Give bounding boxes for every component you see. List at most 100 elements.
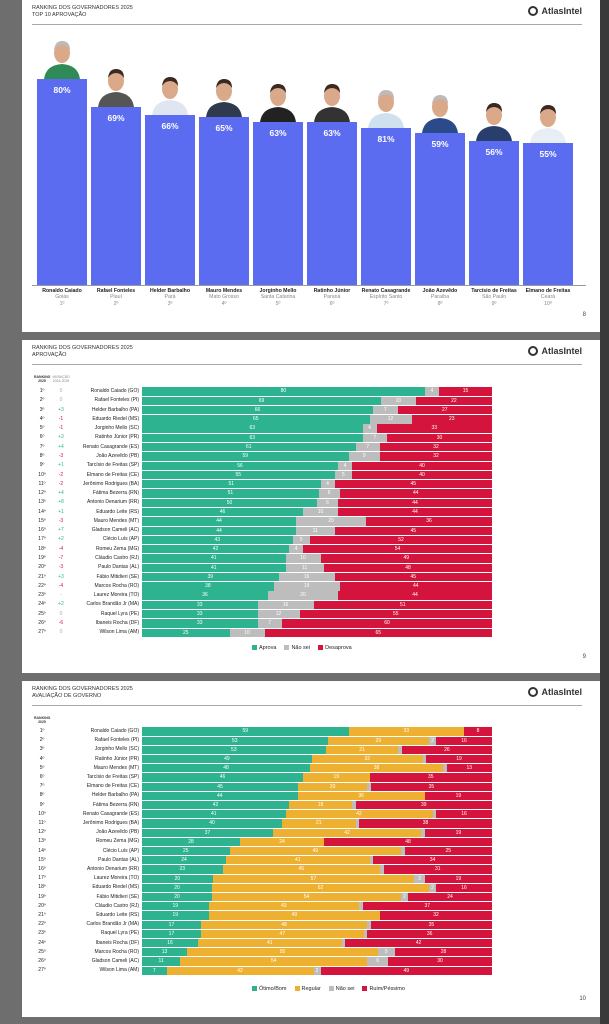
legend-swatch (318, 645, 324, 651)
rank: 12º (38, 829, 46, 836)
variation: -4 (58, 545, 64, 552)
governor-name: Eduardo Riedel (MS) (92, 415, 139, 422)
bar-segment: 7 (142, 966, 167, 975)
bar-segment: 36 (366, 517, 492, 526)
governor-photo (420, 89, 460, 133)
bar-segment: 48 (324, 837, 492, 847)
bar-label: Ronaldo Caiado Goiás 1º (35, 288, 89, 307)
governor-name: Ratinho Júnior (313, 288, 351, 294)
rank: 10º (544, 300, 552, 307)
bar-segment: 5 (292, 535, 310, 545)
bar-segment: 10 (381, 396, 416, 405)
bar-segment: 23 (142, 865, 223, 874)
bar-segment: 32 (380, 452, 492, 461)
bar: 81% (361, 127, 411, 285)
governor-name: Renato Casagrande (361, 288, 411, 294)
bar-segment: 59 (142, 727, 349, 736)
bar-segment: 65 (142, 415, 370, 424)
slide-title: RANKING DOS GOVERNADORES 2025 (32, 345, 133, 351)
bar-segment: 16 (278, 572, 335, 582)
governor-name: Elmano de Freitas (CE) (86, 783, 139, 790)
variation: +3 (58, 406, 64, 413)
bar-segment: 33 (348, 727, 464, 736)
state: Paraíba (430, 294, 450, 301)
bar-segment: 24 (240, 837, 324, 847)
rank: 25º (38, 610, 46, 617)
bar-segment: 42 (142, 545, 289, 554)
bar-segment: 16 (257, 600, 314, 610)
bar-segment: 36 (142, 591, 268, 600)
bar-segment: 40 (352, 461, 492, 470)
bar-segment: 45 (334, 480, 492, 489)
bar-label: Ratinho Júnior Paraná 6º (305, 288, 359, 307)
bar-segment (359, 902, 363, 911)
bar: 55% (523, 143, 573, 285)
governor-name: Antonio Denarium (RR) (87, 866, 139, 872)
rank: 1º (39, 388, 45, 394)
bar-label: Jorginho Mello Santa Catarina 5º (251, 288, 305, 307)
bar: 63% (253, 122, 303, 285)
governor-name: Mauro Mendes (MT) (93, 517, 139, 524)
governor-name: Paulo Dantas (AL) (98, 856, 139, 863)
bar-segment (380, 865, 384, 874)
bar-segment: 54 (180, 957, 368, 966)
bar-segment: 54 (303, 545, 492, 554)
bar-segment: 7 (362, 433, 387, 443)
bar-segment: 49 (320, 966, 492, 975)
rank: 5º (39, 764, 45, 771)
rank: 11º (38, 480, 46, 487)
rank: 6º (39, 434, 45, 441)
bar-segment: 46 (142, 507, 303, 517)
legend-item: Aprova (252, 645, 276, 651)
rank: 4º (39, 755, 45, 762)
rank: 17º (38, 536, 46, 543)
bar-segment (367, 920, 371, 929)
rank: 20º (38, 902, 46, 909)
governor-name: Jerônimo Rodrigues (BA) (82, 480, 139, 487)
bar-segment (341, 938, 345, 948)
state: Piauí (110, 294, 122, 301)
page-number: 9 (582, 654, 586, 660)
bar-segment: 16 (142, 938, 198, 948)
bar-segment: 41 (142, 810, 286, 819)
rank: 21º (38, 912, 46, 918)
variation: -4 (58, 582, 64, 589)
legend-swatch (252, 645, 257, 651)
governor-photo (204, 73, 244, 118)
rank: 5º (39, 425, 45, 432)
legend-item: Não sei (328, 986, 354, 992)
legend-item: Regular (294, 986, 321, 992)
bar-segment: 20 (296, 517, 366, 526)
bar-segment: 54 (212, 892, 401, 902)
brand-logo: AtlasIntel (528, 687, 582, 697)
legend-label: Aprova (259, 645, 277, 651)
governor-name: Gladson Cameli (AC) (91, 527, 139, 534)
bar-segment: 49 (208, 911, 380, 920)
governor-name: Marcos Rocha (RO) (94, 582, 139, 589)
governor-name: Fátima Bezerra (RN) (92, 490, 139, 497)
bar-segment: 41 (198, 938, 342, 948)
rank: 23º (38, 930, 46, 937)
governor-name: Cláudio Castro (RJ) (95, 555, 139, 562)
governor-name: Carlos Brandão Jr (MA) (86, 921, 139, 928)
governor-photo (96, 63, 136, 107)
bar-segment: 3 (414, 874, 425, 883)
bar-segment: 19 (142, 911, 209, 920)
bar-segment: 2 (429, 883, 436, 893)
governor-name: Eduardo Leite (RS) (96, 508, 139, 515)
rank: 7º (39, 783, 45, 790)
bar-segment: 48 (142, 764, 310, 773)
bar-segment: 20 (268, 591, 338, 600)
scrollbar[interactable] (600, 0, 609, 1024)
rank: 19º (38, 893, 46, 900)
variation: -2 (58, 480, 64, 487)
bar-label: Rafael Fonteles Piauí 2º (89, 288, 143, 307)
bar-segment: 20 (142, 874, 213, 883)
rank: 22º (38, 921, 46, 928)
bar-segment: 17 (142, 929, 201, 939)
variation: +4 (58, 490, 64, 497)
bar-segment: 10 (303, 507, 338, 517)
state: Santa Catarina (260, 294, 296, 301)
rank: 2º (39, 737, 45, 744)
governor-name: Jerônimo Rodrigues (BA) (82, 820, 139, 826)
